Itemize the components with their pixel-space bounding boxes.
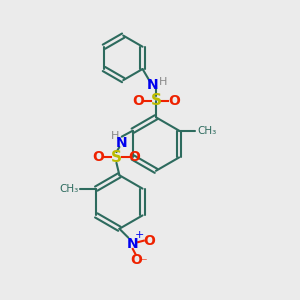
Text: ⁻: ⁻ (140, 256, 146, 269)
Text: CH₃: CH₃ (197, 126, 216, 136)
Text: H: H (111, 131, 119, 141)
Text: +: + (135, 230, 144, 240)
Text: N: N (147, 78, 158, 92)
Text: O: O (130, 253, 142, 267)
Text: S: S (111, 150, 122, 165)
Text: O: O (143, 234, 155, 248)
Text: O: O (132, 94, 144, 108)
Text: N: N (116, 136, 128, 150)
Text: H: H (159, 76, 168, 87)
Text: N: N (127, 237, 139, 250)
Text: O: O (168, 94, 180, 108)
Text: O: O (128, 150, 140, 164)
Text: O: O (93, 150, 104, 164)
Text: S: S (150, 94, 161, 109)
Text: CH₃: CH₃ (59, 184, 78, 194)
